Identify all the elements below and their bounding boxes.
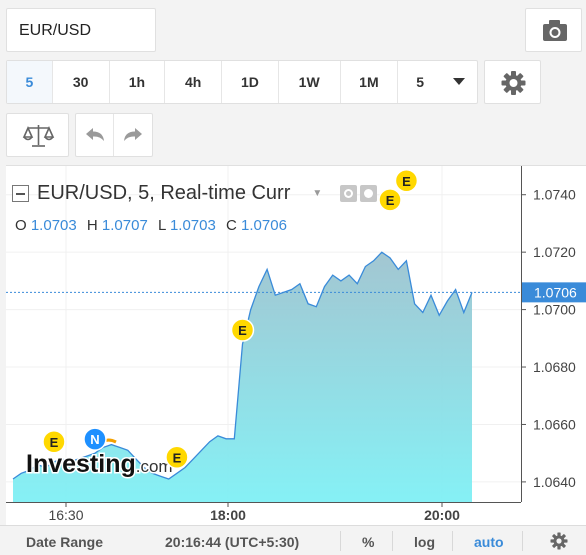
y-tick-label: 1.0740: [533, 187, 576, 203]
open-value: 1.0703: [30, 217, 77, 234]
symbol-text: EUR/USD: [19, 22, 92, 39]
legend-title: EUR/USD, 5, Real-time Curr: [37, 182, 291, 204]
interval-label: 1h: [128, 74, 146, 90]
economic-event-marker[interactable]: E: [42, 430, 66, 454]
auto-scale-toggle[interactable]: auto: [474, 534, 504, 550]
interval-dropdown[interactable]: 5: [398, 61, 477, 103]
marker-badge: [378, 188, 402, 212]
y-axis: 1.0740 1.0720 1.0700 1.0680 1.0660 1.0640: [521, 187, 576, 490]
redo-icon: [124, 128, 142, 141]
compare-button[interactable]: [6, 113, 69, 157]
watermark-domain: .com: [136, 457, 173, 476]
marker-label: N: [90, 432, 99, 447]
eye-icon[interactable]: [340, 185, 358, 202]
chart-settings-button[interactable]: [484, 60, 541, 104]
economic-event-marker[interactable]: E: [165, 445, 189, 470]
divider: [392, 531, 393, 551]
clock-time[interactable]: 20:16:44 (UTC+5:30): [165, 534, 300, 550]
redo-button[interactable]: [114, 114, 152, 156]
legend-caret-icon[interactable]: ▼: [312, 188, 323, 199]
gear-icon: [501, 71, 526, 95]
interval-label: 30: [72, 74, 89, 90]
x-axis: 16:30 18:00 20:00: [48, 502, 460, 523]
divider: [340, 531, 341, 551]
scales-icon: [22, 125, 55, 147]
symbol-search-input[interactable]: EUR/USD: [6, 8, 156, 52]
undo-button[interactable]: [76, 114, 115, 156]
interval-1h[interactable]: 1h: [110, 61, 166, 103]
divider: [452, 531, 453, 551]
watermark-text: Investing.com: [26, 450, 173, 478]
y-tick-label: 1.0680: [533, 359, 576, 375]
undo-redo-group: [75, 113, 153, 157]
interval-label: 5: [25, 74, 34, 90]
y-tick-label: 1.0720: [533, 244, 576, 260]
caret-down-icon: [453, 78, 466, 85]
interval-label: 1M: [359, 74, 379, 90]
price-area: [13, 252, 472, 502]
low-label: L: [157, 217, 166, 234]
marker-label: E: [402, 174, 411, 189]
low-value: 1.0703: [169, 217, 216, 234]
camera-icon: [543, 20, 567, 41]
news-marker[interactable]: N: [83, 427, 107, 451]
interval-1m[interactable]: 1M: [341, 61, 399, 103]
undo-icon: [85, 128, 104, 141]
y-tick-label: 1.0660: [533, 416, 576, 432]
marker-badge: [165, 445, 189, 470]
minus-icon: [16, 193, 25, 195]
economic-event-marker[interactable]: E: [394, 169, 419, 193]
bottom-toolbar: Date Range 20:16:44 (UTC+5:30) % log aut…: [0, 525, 586, 555]
interval-label: 5: [416, 74, 425, 90]
collapse-legend-button[interactable]: [12, 185, 29, 202]
interval-30[interactable]: 30: [53, 61, 110, 103]
last-price-value: 1.0706: [534, 284, 577, 300]
chart-legend: EUR/USD, 5, Real-time Curr ▼: [12, 182, 378, 205]
gear-icon[interactable]: [550, 532, 568, 550]
ohlc-row: O 1.0703 H 1.0707 L 1.0703 C 1.0706: [15, 217, 287, 234]
interval-label: 1D: [240, 74, 259, 90]
economic-event-marker[interactable]: E: [378, 188, 402, 212]
y-tick-label: 1.0700: [533, 302, 576, 318]
marker-label: E: [238, 323, 247, 338]
marker-label: E: [50, 435, 59, 450]
x-tick-label: 16:30: [48, 507, 83, 523]
close-value: 1.0706: [241, 217, 287, 234]
price-chart: Investing.com 1.07401.07201.07001.06801.…: [6, 166, 586, 523]
x-tick-label: 18:00: [210, 507, 246, 523]
marker-badge: [394, 169, 419, 193]
interval-5[interactable]: 5: [7, 61, 53, 103]
series-settings-icon[interactable]: [360, 185, 378, 202]
high-value: 1.0707: [101, 217, 148, 234]
y-tick-label: 1.0640: [533, 474, 576, 490]
price-line: [12, 251, 473, 480]
log-toggle[interactable]: log: [414, 534, 435, 550]
interval-label: 4h: [185, 74, 202, 90]
marker-badge: [42, 430, 66, 454]
last-price-box: [522, 282, 586, 303]
date-range-button[interactable]: Date Range: [26, 534, 104, 550]
percent-toggle[interactable]: %: [362, 534, 375, 550]
economic-event-marker[interactable]: E: [230, 318, 255, 342]
marker-label: E: [386, 193, 395, 208]
high-label: H: [86, 217, 98, 234]
divider: [522, 531, 523, 551]
interval-1d[interactable]: 1D: [222, 61, 279, 103]
interval-bar: 5 30 1h 4h 1D 1W 1M 5: [6, 60, 478, 104]
marker-label: E: [173, 450, 182, 465]
marker-badge: [230, 318, 255, 342]
close-label: C: [226, 217, 237, 234]
interval-1w[interactable]: 1W: [279, 61, 341, 103]
open-label: O: [15, 217, 27, 234]
last-price-label: 1.0706: [522, 282, 586, 303]
interval-label: 1W: [298, 74, 320, 90]
x-tick-label: 20:00: [424, 507, 460, 523]
screenshot-button[interactable]: [525, 8, 582, 52]
chart-pane[interactable]: Investing.com 1.0740 1.0720 1.0700 1.0680 1.…: [6, 165, 586, 525]
interval-4h[interactable]: 4h: [165, 61, 223, 103]
marker-badge: [83, 427, 107, 451]
